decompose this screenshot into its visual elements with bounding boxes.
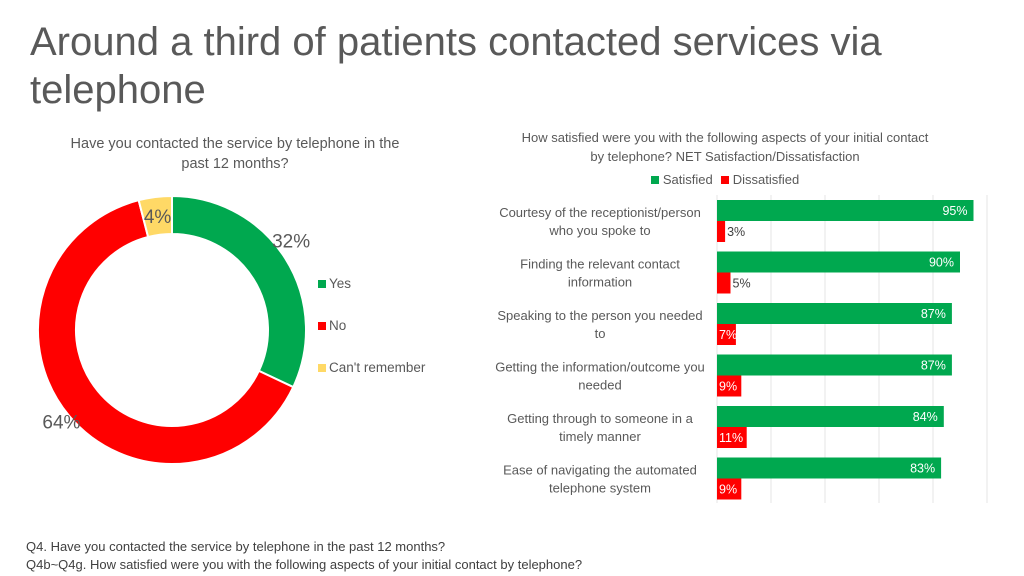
bar-dissatisfied [717, 272, 731, 294]
bar-dissatisfied-label: 9% [719, 380, 737, 394]
bar-satisfied [717, 303, 952, 324]
donut-slice-yes [171, 194, 307, 389]
category-label: Courtesy of the receptionist/person who y… [499, 205, 701, 238]
bar-dissatisfied [717, 221, 726, 242]
donut-legend-swatch-can-t-remember [318, 364, 326, 372]
bar-chart: Courtesy of the receptionist/person who y… [495, 195, 988, 503]
donut-chart: 32% 64% 4% Yes No Can't remember [37, 194, 426, 465]
legend-dissatisfied-label: Dissatisfied [732, 172, 800, 187]
donut-label-can-t-remember: 4% [144, 207, 172, 228]
bar-satisfied-label: 87% [921, 359, 946, 373]
bar-dissatisfied-label: 5% [733, 277, 751, 291]
donut-label-yes: 32% [272, 231, 310, 252]
page-title: Around a third of patients contacted ser… [30, 20, 882, 112]
bar-dissatisfied [717, 478, 742, 500]
footnote-q4b: Q4b~Q4g. How satisfied were you with the… [26, 557, 583, 572]
bar-chart-legend: Satisfied Dissatisfied [520, 172, 930, 187]
category-label: Getting through to someone in a timely ma… [507, 411, 694, 444]
bar-satisfied [717, 251, 960, 273]
category-label: Ease of navigating the automated telephon… [503, 463, 697, 496]
donut-legend-no: No [329, 318, 346, 333]
bar-dissatisfied [717, 375, 742, 397]
bar-dissatisfied-label: 9% [719, 483, 737, 497]
donut-slice-no [37, 198, 295, 465]
bar-chart-title: How satisfied were you with the followin… [521, 130, 929, 164]
category-label: Speaking to the person you needed to [497, 308, 702, 341]
category-label: Getting the information/outcome you neede… [495, 360, 705, 393]
bar-dissatisfied-label: 11% [719, 431, 743, 445]
donut-legend-yes: Yes [329, 276, 351, 291]
donut-slice-can-t-remember [137, 194, 173, 239]
legend-satisfied-label: Satisfied [662, 172, 713, 187]
donut-label-no: 64% [42, 412, 80, 433]
bar-satisfied [717, 457, 942, 479]
legend-dissatisfied: Dissatisfied [720, 172, 800, 187]
footnotes: Q4. Have you contacted the service by te… [26, 538, 582, 574]
donut-legend-swatch-no [318, 322, 326, 330]
bar-satisfied-label: 87% [921, 307, 946, 321]
donut-legend-can-t-remember: Can't remember [329, 360, 426, 375]
bar-dissatisfied [717, 324, 736, 345]
donut-chart-title: Have you contacted the service by teleph… [70, 136, 400, 172]
donut-legend-swatch-yes [318, 280, 326, 288]
category-label: Finding the relevant contact information [520, 257, 680, 290]
bar-dissatisfied-label: 3% [727, 225, 745, 239]
legend-dissatisfied-swatch [720, 175, 729, 184]
bar-dissatisfied-label: 7% [719, 328, 737, 342]
bar-satisfied [717, 200, 974, 221]
footnote-q4: Q4. Have you contacted the service by te… [26, 539, 446, 554]
bar-satisfied-label: 84% [913, 410, 938, 424]
legend-satisfied: Satisfied [650, 172, 713, 187]
bar-satisfied-label: 95% [942, 204, 967, 218]
bar-satisfied [717, 354, 952, 376]
bar-satisfied-label: 90% [929, 256, 954, 270]
bar-dissatisfied [717, 427, 747, 448]
bar-satisfied-label: 83% [910, 462, 935, 476]
bar-satisfied [717, 406, 944, 427]
legend-satisfied-swatch [650, 175, 659, 184]
